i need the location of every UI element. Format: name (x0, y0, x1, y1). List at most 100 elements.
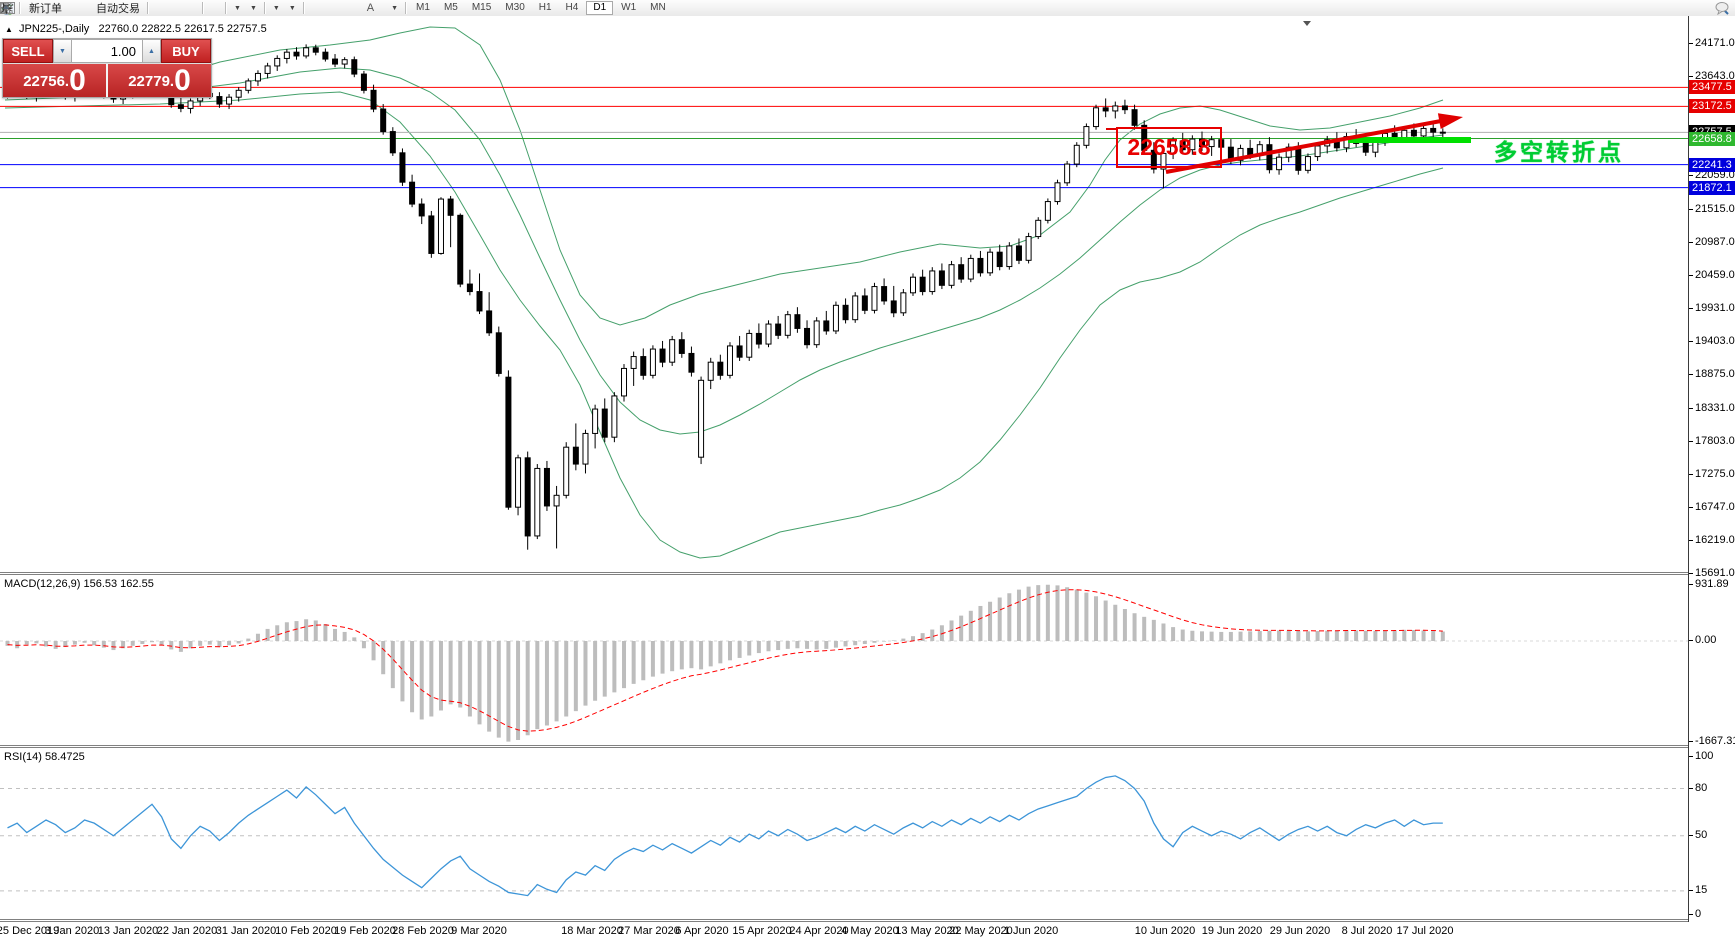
candle-body (910, 276, 917, 294)
volume-field[interactable]: 1.00 (72, 39, 142, 63)
timeframe-m30[interactable]: M30 (505, 2, 525, 13)
toolbar-separator (147, 2, 148, 14)
date-axis[interactable]: 25 Dec 2019 3 Jan 2020 13 Jan 2020 22 Jan 2… (0, 923, 1688, 940)
chart-shift-icon[interactable] (1, 1, 221, 15)
candle-body (1237, 147, 1244, 161)
svg-text:E: E (9, 9, 13, 14)
price-tick-18331: 18331.0 (1689, 402, 1735, 414)
date-label[interactable]: 22 May 2020 (949, 925, 1013, 937)
date-label[interactable]: 10 Feb 2020 (275, 925, 337, 937)
auto-scroll-icon[interactable] (1, 1, 213, 15)
buy-button[interactable]: BUY (161, 39, 211, 63)
chat-icon[interactable] (1715, 1, 1730, 15)
date-label[interactable]: 19 Jun 2020 (1201, 925, 1263, 937)
panel-separator[interactable] (0, 921, 1688, 922)
toolbar-separator (202, 2, 203, 14)
date-label[interactable]: 28 Feb 2020 (392, 925, 454, 937)
candle-body (553, 494, 560, 507)
timeframe-h4[interactable]: H4 (565, 2, 579, 13)
date-label[interactable]: 10 Jun 2020 (1134, 925, 1196, 937)
date-label[interactable]: 22 Jan 2020 (156, 925, 218, 937)
indicators-icon[interactable]: ▼ (0, 1, 244, 15)
date-label[interactable]: 25 Dec 2019 (0, 925, 60, 937)
signal-icon[interactable] (2, 1, 89, 15)
annotation-price-box[interactable]: 22658.8 (1116, 127, 1222, 168)
periods-icon[interactable]: ▼ (0, 1, 260, 15)
crosshair-tool[interactable] (1, 1, 322, 15)
timeframe-m15[interactable]: M15 (471, 2, 492, 13)
candle-body (1131, 109, 1138, 126)
fibonacci-tool[interactable]: F (1, 1, 362, 15)
date-label[interactable]: 6 Apr 2020 (675, 925, 729, 937)
price-axis[interactable]: 24171.023643.023115.022587.022059.021515… (1688, 16, 1735, 922)
line-chart-type-icon[interactable] (0, 1, 174, 15)
horizontal-line-tool[interactable] (1, 1, 338, 15)
panel-separator[interactable] (0, 919, 1688, 920)
timeframe-m1[interactable]: M1 (416, 2, 430, 13)
date-label[interactable]: 17 Jul 2020 (1396, 925, 1454, 937)
date-label[interactable]: 13 Jan 2020 (97, 925, 159, 937)
annotation-cn-text[interactable]: 多空转折点 (1494, 139, 1624, 165)
market-watch-icon[interactable] (0, 1, 81, 15)
macd-canvas[interactable] (0, 576, 1688, 745)
candle-body (409, 181, 416, 205)
price-tick-16219: 16219.0 (1689, 534, 1735, 546)
date-label[interactable]: 15 Apr 2020 (732, 925, 792, 937)
chart-title-symbol: JPN225-,Daily (18, 23, 90, 35)
price-chart[interactable]: ▲ JPN225-,Daily 22760.0 22822.5 22617.5 … (0, 16, 1688, 572)
price-chart-canvas[interactable] (0, 16, 1688, 572)
text-tool[interactable]: A (366, 2, 375, 14)
channel-tool[interactable]: E (0, 1, 354, 15)
panel-separator[interactable] (0, 747, 1688, 748)
text-label-tool[interactable]: T (0, 1, 385, 15)
tile-windows-icon[interactable] (1, 1, 198, 15)
price-tick-20459: 20459.0 (1689, 269, 1735, 281)
bar-chart-type-icon[interactable] (1, 1, 158, 15)
date-label[interactable]: 29 Jun 2020 (1269, 925, 1331, 937)
candle-body (1083, 126, 1090, 146)
rsi-canvas[interactable] (0, 748, 1688, 919)
new-order-button[interactable]: 新订单 (0, 1, 65, 15)
autotrading-button[interactable]: 自动交易 (1, 1, 143, 15)
date-label[interactable]: 31 Jan 2020 (215, 925, 277, 937)
date-label[interactable]: 27 Mar 2020 (618, 925, 680, 937)
template-chart-icon[interactable]: ▼ (0, 1, 299, 15)
annotation-trend-arrow[interactable] (1165, 119, 1442, 174)
buy-price-tile[interactable]: 22779. 0 (108, 64, 211, 97)
price-level-label-22241.3: 22241.3 (1689, 157, 1735, 172)
annotation-green-bar[interactable] (1348, 137, 1471, 143)
timeframe-d1[interactable]: D1 (586, 1, 614, 15)
date-label[interactable]: 8 Jul 2020 (1341, 925, 1393, 937)
date-label[interactable]: 1 Jun 2020 (1003, 925, 1059, 937)
vertical-line-tool[interactable] (3, 1, 330, 15)
trendline-tool[interactable] (0, 1, 346, 15)
sell-button[interactable]: SELL (3, 39, 53, 63)
panel-separator[interactable] (0, 572, 1688, 573)
date-label[interactable]: 3 Jan 2020 (44, 925, 100, 937)
date-label[interactable]: 9 Mar 2020 (451, 925, 507, 937)
zoom-in-icon[interactable] (1, 1, 182, 15)
date-label[interactable]: 19 Feb 2020 (334, 925, 396, 937)
panel-separator[interactable] (0, 574, 1688, 575)
candle-body (177, 104, 184, 109)
candle-body (813, 320, 820, 346)
candle-chart-type-icon[interactable] (1, 1, 166, 15)
templates-caret[interactable]: ▼ (272, 4, 280, 12)
volume-decrease-button[interactable]: ▼ (53, 39, 72, 63)
styles-bucket-icon[interactable] (1, 1, 73, 15)
timeframe-m5[interactable]: M5 (443, 2, 458, 13)
date-label[interactable]: 4 May 2020 (841, 925, 899, 937)
timeframe-h1[interactable]: H1 (538, 2, 552, 13)
volume-increase-button[interactable]: ▲ (142, 39, 161, 63)
panel-separator[interactable] (0, 745, 1688, 746)
timeframe-w1[interactable]: W1 (621, 2, 637, 13)
candle-body (428, 215, 435, 254)
timeframe-mn[interactable]: MN (650, 2, 666, 13)
date-label[interactable]: 18 Mar 2020 (561, 925, 623, 937)
date-label[interactable]: 24 Apr 2020 (789, 925, 849, 937)
sell-price-tile[interactable]: 22756. 0 (3, 64, 106, 97)
zoom-out-icon[interactable] (1, 1, 190, 15)
date-label[interactable]: 13 May 2020 (895, 925, 959, 937)
cursor-tool[interactable] (3, 1, 314, 15)
shapes-tool[interactable]: ▼ (3, 1, 401, 15)
